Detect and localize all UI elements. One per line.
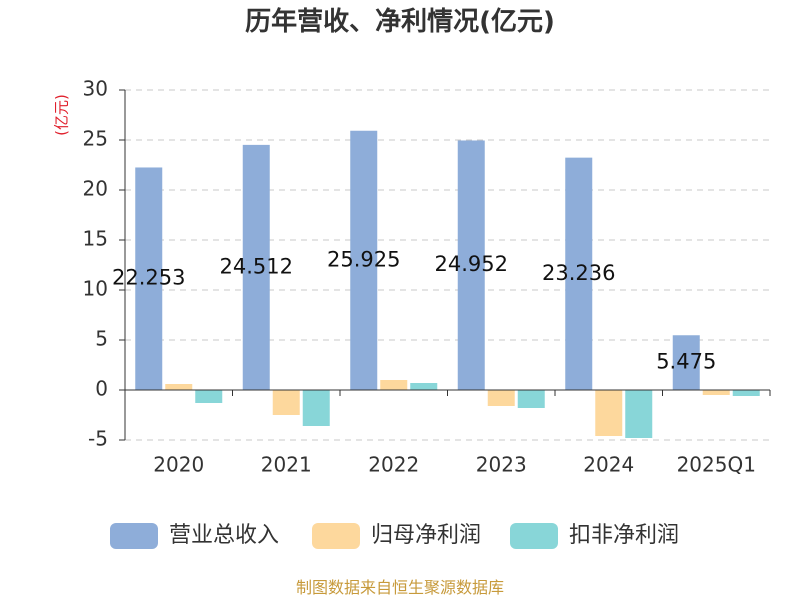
bar-revenue-2023 (457, 140, 485, 390)
bar-revenue-2021 (242, 144, 270, 390)
y-tick-label: 5 (95, 327, 108, 351)
data-label-revenue-2025q1: 5.475 (656, 350, 716, 374)
bar-net-profit-2021 (272, 390, 300, 415)
legend-label-net-profit: 归母净利润 (371, 523, 482, 548)
bar-net-profit-2023 (487, 390, 515, 406)
legend-label-revenue: 营业总收入 (169, 523, 280, 548)
data-label-revenue-2024: 23.236 (542, 261, 615, 285)
data-label-revenue-2023: 24.952 (435, 252, 508, 276)
bar-deducted-net-profit-2020 (195, 390, 223, 403)
bar-revenue-2025q1 (672, 335, 700, 390)
y-tick-label: 10 (83, 277, 108, 301)
legend-swatch-net-profit (312, 523, 360, 549)
y-tick-label: 30 (83, 77, 108, 101)
bar-net-profit-2024 (595, 390, 623, 436)
y-axis-title: (亿元) (53, 94, 71, 136)
legend-label-deducted-net-profit: 扣非净利润 (569, 523, 680, 548)
chart-title: 历年营收、净利情况(亿元) (245, 7, 555, 37)
x-tick-label: 2021 (261, 453, 312, 477)
bars (135, 130, 760, 438)
axes: 30 25 20 15 10 5 0 -5 2020 2021 2022 2023 2024 2025Q1 (83, 77, 771, 477)
bar-revenue-2022 (350, 130, 378, 390)
data-label-revenue-2021: 24.512 (220, 254, 293, 278)
x-tick-label: 2022 (368, 453, 419, 477)
legend-item-net-profit[interactable]: 归母净利润 (312, 521, 481, 551)
legend-item-revenue[interactable]: 营业总收入 (110, 521, 279, 551)
x-tick-label: 2020 (153, 453, 204, 477)
data-labels: 22.253 24.512 25.925 24.952 23.236 5.475 (112, 247, 716, 373)
bar-net-profit-2025q1 (702, 390, 730, 395)
data-source-note: 制图数据来自恒生聚源数据库 (295, 578, 504, 597)
bar-deducted-net-profit-2022 (410, 383, 438, 390)
bar-deducted-net-profit-2021 (302, 390, 330, 426)
x-tick-label: 2024 (583, 453, 634, 477)
legend: 营业总收入 归母净利润 扣非净利润 (0, 521, 800, 551)
bar-revenue-2020 (135, 167, 163, 390)
y-tick-label: 0 (95, 377, 108, 401)
data-label-revenue-2022: 25.925 (327, 247, 400, 271)
legend-item-deducted-net-profit[interactable]: 扣非净利润 (510, 521, 679, 551)
y-tick-label: 15 (83, 227, 108, 251)
bar-net-profit-2020 (165, 384, 193, 390)
x-tick-label: 2025Q1 (677, 453, 756, 477)
bar-deducted-net-profit-2025q1 (732, 390, 760, 396)
y-tick-label: 25 (83, 127, 108, 151)
bar-deducted-net-profit-2023 (517, 390, 545, 408)
y-tick-label: 20 (83, 177, 108, 201)
data-label-revenue-2020: 22.253 (112, 266, 185, 290)
bar-net-profit-2022 (380, 380, 408, 390)
legend-swatch-deducted-net-profit (510, 523, 558, 549)
bar-deducted-net-profit-2024 (625, 390, 653, 438)
bar-revenue-2024 (565, 157, 593, 390)
x-tick-label: 2023 (476, 453, 527, 477)
legend-swatch-revenue (110, 523, 158, 549)
y-tick-label: -5 (88, 427, 108, 451)
